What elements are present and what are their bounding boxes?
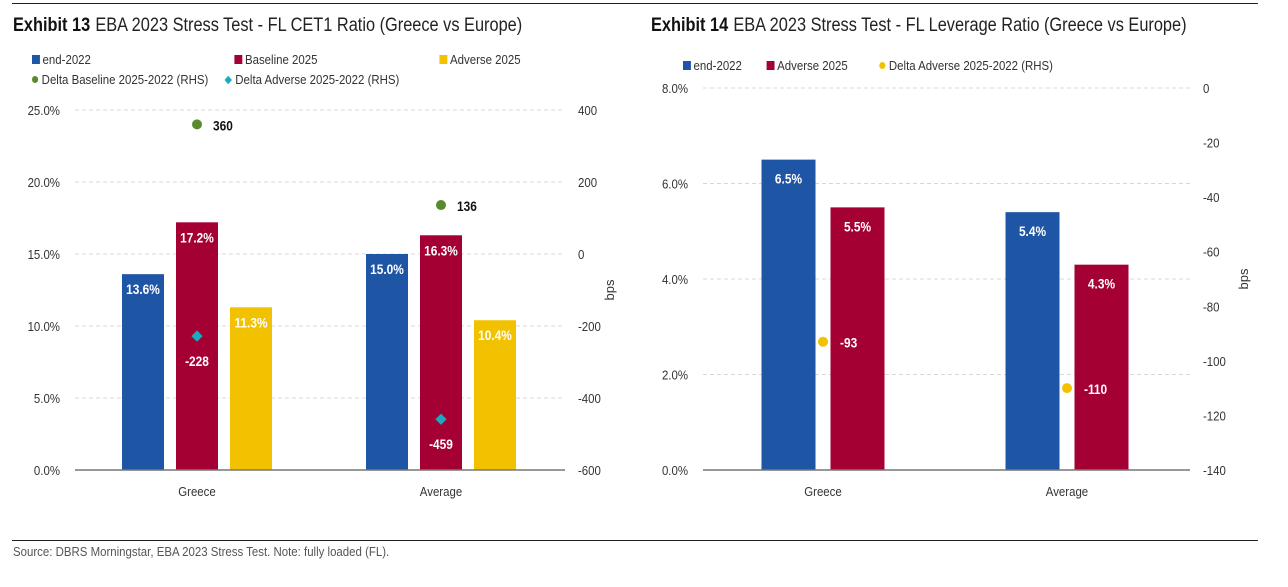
top-rule: [12, 3, 1258, 4]
x-category-label: Greece: [804, 484, 842, 499]
bar-value-label: 13.6%: [126, 281, 160, 297]
y-tick-label: 15.0%: [28, 247, 61, 262]
y2-tick-label: -600: [578, 463, 601, 478]
delta-adverse-marker: [1062, 383, 1072, 394]
bar-value-label: 4.3%: [1088, 276, 1116, 292]
y2-tick-label: 400: [578, 103, 597, 118]
bar-adverse-2025: [1074, 264, 1129, 470]
delta-value-label: 360: [213, 117, 233, 133]
delta-value-label: -459: [429, 436, 453, 452]
delta-value-label: -110: [1084, 381, 1107, 397]
bar-value-label: 5.4%: [1019, 223, 1047, 239]
y-tick-label: 25.0%: [28, 103, 61, 118]
bar-value-label: 11.3%: [234, 314, 267, 330]
y2-tick-label: -100: [1203, 354, 1226, 369]
bar-value-label: 16.3%: [424, 242, 458, 258]
bar-value-label: 6.5%: [775, 171, 803, 187]
exhibit13-title: Exhibit 13 EBA 2023 Stress Test - FL CET1…: [13, 15, 522, 37]
bar-end-2022: [761, 159, 816, 470]
y2-tick-label: -120: [1203, 409, 1226, 424]
bar-baseline-2025: [420, 235, 462, 470]
y-tick-label: 20.0%: [28, 175, 61, 190]
y2-tick-label: 0: [578, 247, 585, 262]
y-tick-label: 0.0%: [662, 463, 688, 478]
bar-adverse-2025: [230, 307, 272, 470]
legend-item-adverse-2025: Adverse 2025: [439, 52, 521, 67]
y2-axis-label: bps: [1236, 268, 1251, 289]
y2-tick-label: -400: [578, 391, 601, 406]
x-category-label: Average: [420, 484, 463, 499]
legend-swatch-adverse-2025: [766, 61, 775, 70]
bar-value-label: 15.0%: [370, 261, 404, 277]
legend-label: Delta Adverse 2025-2022 (RHS): [235, 72, 400, 87]
legend-swatch-end-2022: [683, 61, 691, 70]
exhibit14-title: Exhibit 14 EBA 2023 Stress Test - FL Leve…: [651, 15, 1187, 37]
legend-circle-icon: [879, 62, 886, 69]
legend-item-end-2022: end-2022: [683, 58, 742, 73]
legend-label: end-2022: [693, 58, 742, 73]
bar-adverse-2025: [474, 320, 516, 470]
x-category-label: Average: [1046, 484, 1089, 499]
y2-tick-label: -140: [1203, 463, 1226, 478]
bar-end-2022: [366, 254, 408, 470]
y2-tick-label: 0: [1203, 81, 1210, 96]
y-tick-label: 2.0%: [662, 368, 688, 383]
legend-item-adverse-2025: Adverse 2025: [766, 58, 848, 73]
delta-value-label: -93: [840, 335, 857, 351]
bottom-rule: [12, 540, 1258, 541]
legend-item-end-2022: end-2022: [32, 52, 91, 67]
y-tick-label: 6.0%: [662, 177, 688, 192]
bar-end-2022: [1005, 212, 1060, 470]
delta-adverse-marker: [191, 330, 203, 342]
bar-value-label: 17.2%: [180, 229, 214, 245]
legend-swatch-end-2022: [32, 55, 40, 64]
bar-baseline-2025: [176, 222, 218, 470]
bar-value-label: 10.4%: [478, 327, 512, 343]
legend-item-delta-adverse: Delta Adverse 2025-2022 (RHS): [879, 58, 1053, 73]
bar-adverse-2025: [830, 207, 885, 470]
y2-tick-label: -200: [578, 319, 601, 334]
exhibit14-title-text: EBA 2023 Stress Test - FL Leverage Ratio…: [733, 15, 1187, 36]
delta-value-label: 136: [457, 198, 477, 214]
exhibit13-number: Exhibit 13: [13, 15, 91, 36]
y-tick-label: 0.0%: [34, 463, 60, 478]
bar-end-2022: [122, 274, 164, 470]
delta-adverse-marker: [435, 413, 447, 425]
y2-tick-label: -80: [1203, 300, 1220, 315]
legend-swatch-adverse-2025: [439, 55, 448, 64]
delta-baseline-marker: [192, 119, 202, 130]
y2-tick-label: -20: [1203, 136, 1220, 151]
legend-item-delta-adverse: Delta Adverse 2025-2022 (RHS): [224, 72, 400, 87]
y2-tick-label: -40: [1203, 190, 1220, 205]
legend-item-baseline-2025: Baseline 2025: [234, 52, 317, 67]
delta-value-label: -228: [185, 353, 209, 369]
y-tick-label: 4.0%: [662, 272, 688, 287]
y2-tick-label: 200: [578, 175, 597, 190]
y-tick-label: 5.0%: [34, 391, 60, 406]
delta-baseline-marker: [436, 200, 446, 211]
x-category-label: Greece: [178, 484, 216, 499]
legend-label: Baseline 2025: [244, 52, 318, 67]
legend-label: Adverse 2025: [777, 58, 848, 73]
source-note: Source: DBRS Morningstar, EBA 2023 Stres…: [13, 544, 390, 559]
legend-circle-icon: [32, 76, 39, 83]
bar-value-label: 5.5%: [844, 218, 872, 234]
y2-tick-label: -60: [1203, 245, 1220, 260]
legend-label: Delta Baseline 2025-2022 (RHS): [41, 72, 209, 87]
legend-label: end-2022: [42, 52, 91, 67]
legend-label: Adverse 2025: [450, 52, 521, 67]
legend-label: Delta Adverse 2025-2022 (RHS): [888, 58, 1053, 73]
y2-axis-label: bps: [602, 279, 617, 300]
legend-item-delta-baseline: Delta Baseline 2025-2022 (RHS): [32, 72, 208, 87]
delta-adverse-marker: [818, 336, 828, 347]
y-tick-label: 8.0%: [662, 81, 688, 96]
exhibit14-number: Exhibit 14: [651, 15, 729, 36]
legend-swatch-baseline-2025: [234, 55, 243, 64]
y-tick-label: 10.0%: [28, 319, 61, 334]
exhibit13-title-text: EBA 2023 Stress Test - FL CET1 Ratio (Gr…: [95, 15, 523, 36]
